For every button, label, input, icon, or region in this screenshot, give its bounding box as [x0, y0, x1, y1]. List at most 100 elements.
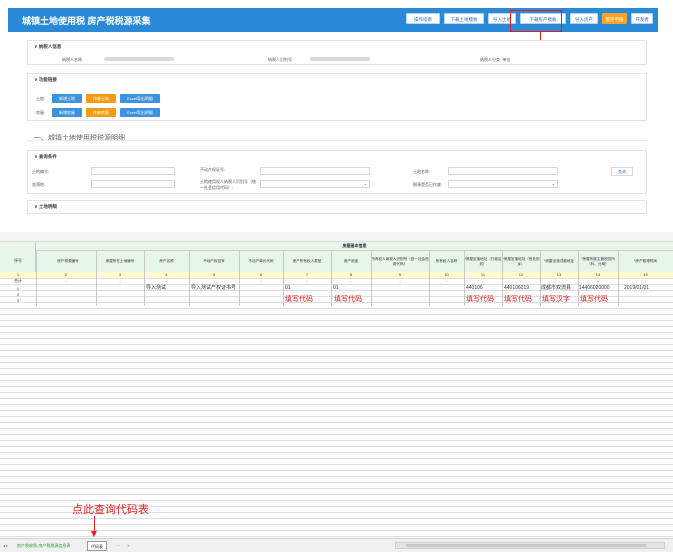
grid-line	[0, 392, 673, 393]
table-cell[interactable]: 440106	[466, 285, 483, 291]
col-header: 房产税源编号	[57, 259, 79, 264]
group-header: 房屋基本信息	[342, 243, 367, 248]
dash-cell: -	[350, 278, 352, 283]
grid-line	[283, 251, 284, 306]
table-cell[interactable]: 2019/01/01	[624, 285, 650, 291]
tab-nav-icon[interactable]: ◂ ▸	[3, 543, 9, 548]
grid-line	[0, 458, 673, 459]
tab-code-table[interactable]: 代码表	[87, 541, 107, 551]
add-sheet-button[interactable]: +	[127, 543, 130, 548]
grid-line	[0, 404, 673, 405]
taxpayer-id-label: 纳税人识别号:	[268, 57, 294, 62]
grid-line	[0, 488, 673, 489]
column-header-row	[36, 251, 673, 272]
voided-label: 税源是否已作废:	[413, 182, 443, 187]
taxpayer-id-value	[310, 57, 370, 61]
save-draft-button[interactable]: 暂存申报	[602, 13, 627, 24]
dash-cell: -	[165, 278, 168, 283]
grid-line	[0, 278, 673, 279]
dash-cell: -	[644, 278, 647, 283]
land-user-id-select[interactable]: ⌄	[260, 180, 370, 188]
location-input[interactable]	[91, 180, 175, 188]
table-cell[interactable]: 导入测试	[146, 285, 167, 291]
table-cell[interactable]: 01	[285, 285, 291, 291]
import-house-button[interactable]: 导入房产	[570, 13, 598, 24]
scrollbar-thumb[interactable]	[406, 544, 646, 547]
table-cell[interactable]: 成都市双流县	[541, 285, 572, 291]
taxpayer-type-label: 纳税人分类: 单位	[480, 57, 511, 62]
grid-line	[0, 440, 673, 441]
col-number: 8	[349, 272, 353, 277]
grid-line	[0, 434, 673, 435]
add-house-button[interactable]: 新增房屋	[52, 108, 82, 117]
land-number-input[interactable]	[91, 167, 175, 175]
grid-line	[0, 518, 673, 519]
chevron-down-icon: ⌄	[363, 181, 367, 186]
grid-line	[502, 251, 503, 306]
col-header: 房产用途	[343, 259, 359, 264]
grid-line	[0, 338, 673, 339]
spreadsheet[interactable]: 房屋基本信息 序号 房产税源编号 房屋所在土地编号 房产名称 不动产权证号 不动…	[0, 232, 673, 538]
col-number: 3	[118, 272, 122, 277]
table-cell[interactable]: 01	[333, 285, 339, 291]
grid-line	[0, 350, 673, 351]
grid-line	[0, 368, 673, 369]
land-number-label: 土地编号:	[32, 169, 50, 174]
grid-line	[0, 398, 673, 399]
query-panel: ∨ 查询条件 土地编号: 坐落地: 不动产权证号: 土地使用权人纳税人识别号（统…	[27, 150, 647, 194]
guide-button[interactable]: 操作指南	[406, 13, 440, 24]
grid-line	[371, 251, 372, 306]
grid-line	[0, 308, 673, 309]
sheet-column-strip	[0, 232, 673, 242]
col-number: 12	[518, 272, 524, 277]
grid-line	[0, 524, 673, 525]
property-cert-input[interactable]	[260, 167, 370, 175]
land-detail-section-title[interactable]: ∨ 土地明细	[34, 204, 57, 209]
taxpayer-section-title[interactable]: ∨ 纳税人信息	[34, 44, 62, 49]
import-land-button[interactable]: 导入土地	[488, 13, 516, 24]
col-header: 不动产单元代码	[248, 259, 274, 264]
horizontal-scrollbar[interactable]	[395, 542, 665, 549]
voided-select[interactable]: ⌄	[448, 180, 558, 188]
void-land-button[interactable]: 作废土地	[86, 94, 116, 103]
tab-house-source-sheet[interactable]: 房产税收税-房产税税源信息表	[17, 543, 71, 548]
col-number: 15	[643, 272, 648, 277]
table-cell[interactable]: 14406020000	[579, 285, 610, 291]
arrow-down-icon	[91, 531, 97, 537]
click-hint-annotation: 点此查询代码表	[72, 504, 149, 516]
grid-line	[0, 446, 673, 447]
download-land-template-button[interactable]: 下载土地模板	[444, 13, 484, 24]
void-house-button[interactable]: 作废房屋	[86, 108, 116, 117]
house-label: 房屋:	[36, 110, 46, 115]
table-cell[interactable]: 440106019	[504, 285, 530, 291]
table-cell[interactable]: 导入测试产权证书号	[191, 285, 237, 291]
col-header: *房屋所属主管税务所（科、分局）	[581, 257, 615, 266]
developer-button[interactable]: 开发者	[631, 13, 653, 24]
group-header-cell: 房屋基本信息	[36, 242, 673, 251]
grid-line	[0, 290, 673, 291]
grid-line	[0, 326, 673, 327]
col-number: 2	[64, 272, 68, 277]
row-label: 2	[16, 292, 20, 297]
grid-line	[36, 251, 37, 306]
land-detail-panel: ∨ 土地明细	[27, 200, 647, 214]
add-land-button[interactable]: 新增土地	[52, 94, 82, 103]
functions-panel: ∨ 功能链接 土地: 新增土地 作废土地 Excel导出明细 房屋: 新增房屋 …	[27, 73, 647, 121]
export-land-button[interactable]: Excel导出明细	[120, 94, 160, 103]
query-section-title[interactable]: ∨ 查询条件	[34, 154, 57, 159]
grid-line	[0, 512, 673, 513]
export-house-button[interactable]: Excel导出明细	[120, 108, 160, 117]
functions-section-title[interactable]: ∨ 功能链接	[34, 77, 57, 82]
grid-line	[0, 530, 673, 531]
land-name-input[interactable]	[448, 167, 558, 175]
grid-line	[464, 251, 465, 306]
dash-cell: -	[558, 278, 560, 283]
search-button[interactable]: 查询	[611, 167, 633, 176]
more-tabs-icon[interactable]: ···	[116, 543, 120, 548]
dash-cell: -	[65, 278, 67, 283]
land-name-label: 土地名称:	[413, 169, 431, 174]
col-number: 14	[595, 272, 601, 277]
chevron-down-icon: ∨	[34, 154, 39, 159]
download-house-template-button[interactable]: 下载房产模板	[520, 13, 566, 24]
index-header-cell: 序号	[0, 242, 36, 272]
